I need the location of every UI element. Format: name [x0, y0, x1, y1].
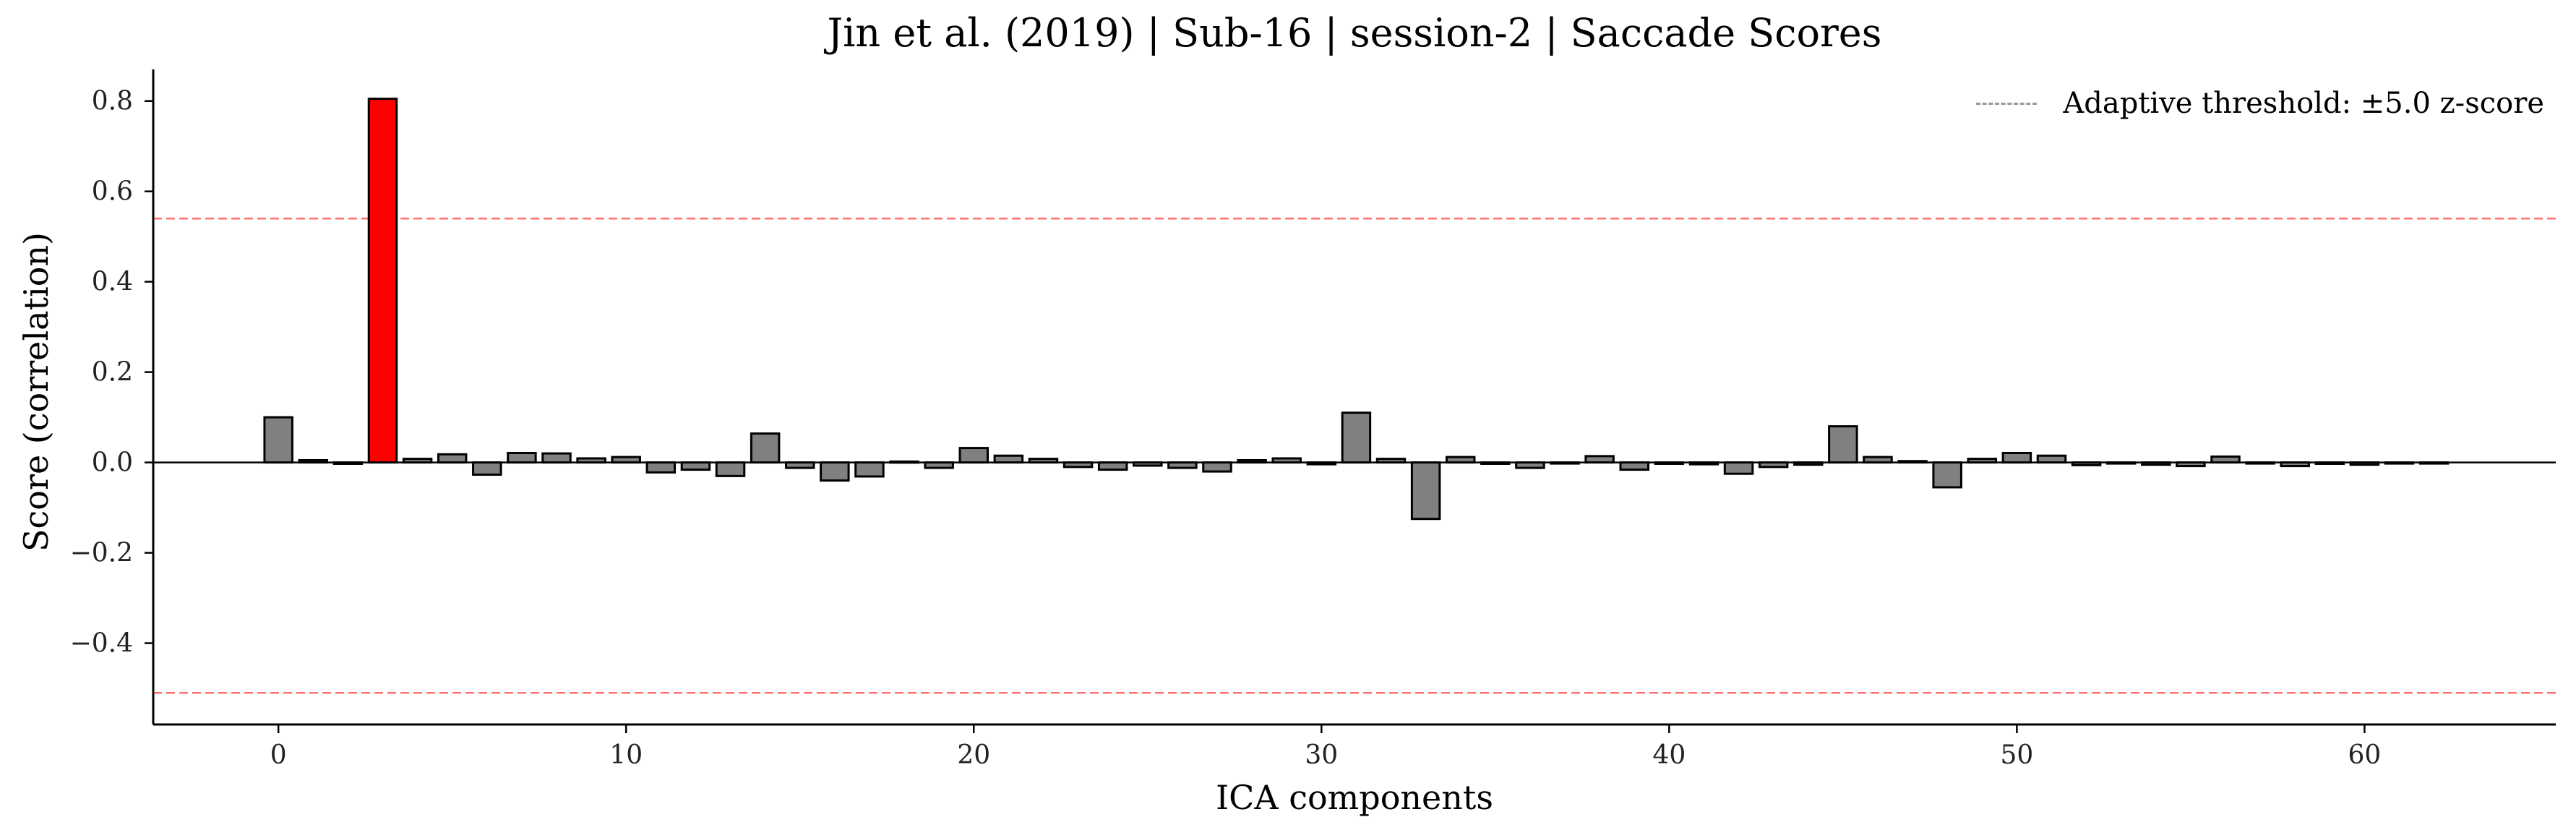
- bar-component-8: [541, 452, 572, 464]
- bar-component-39: [1619, 461, 1649, 471]
- x-tick-label-50: 50: [2000, 740, 2033, 770]
- bar-component-31: [1341, 411, 1372, 464]
- chart-title: Jin et al. (2019) | Sub-16 | session-2 |…: [827, 10, 1882, 56]
- bar-component-27: [1202, 461, 1232, 473]
- bar-component-38: [1584, 455, 1615, 464]
- bar-component-21: [993, 454, 1024, 464]
- bar-component-7: [507, 451, 537, 464]
- bar-component-33: [1410, 461, 1441, 521]
- bar-component-13: [715, 461, 746, 477]
- y-tick-label-4: 0.4: [92, 268, 133, 297]
- x-tick-label-20: 20: [957, 740, 990, 770]
- legend: Adaptive threshold: ±5.0 z-score: [1976, 87, 2544, 120]
- y-tick-label-3: 0.2: [92, 358, 133, 388]
- legend-threshold-swatch: [1976, 102, 2038, 105]
- y-tick-label-5: 0.6: [92, 177, 133, 207]
- bar-component-51: [2036, 454, 2067, 464]
- bar-component-6: [472, 461, 502, 476]
- y-tick-label-0: −0.4: [70, 629, 133, 659]
- axes: 0 10 20 30 40 50 60 −0.4 −0.2 0.0 0.2 0.4 0.6 0.8: [70, 69, 2556, 770]
- bar-component-48: [1932, 461, 1962, 489]
- x-tick-label-10: 10: [609, 740, 643, 770]
- bar-component-45: [1828, 425, 1858, 464]
- bars: [263, 98, 2450, 521]
- y-tick-label-1: −0.2: [70, 539, 133, 568]
- bar-component-3: [367, 98, 398, 464]
- x-tick-label-40: 40: [1652, 740, 1686, 770]
- bar-component-17: [854, 461, 885, 478]
- bar-component-14: [750, 432, 781, 464]
- x-axis-label: ICA components: [1216, 778, 1493, 817]
- bar-component-24: [1097, 461, 1128, 471]
- bar-component-20: [958, 447, 989, 464]
- bar-component-0: [263, 416, 293, 464]
- threshold-lines: [153, 217, 2556, 694]
- y-tick-label-2: 0.0: [92, 448, 133, 478]
- x-tick-label-30: 30: [1305, 740, 1338, 770]
- bar-component-12: [680, 461, 711, 471]
- bar-component-11: [645, 461, 677, 474]
- bar-component-16: [820, 461, 850, 482]
- bar-component-5: [437, 453, 468, 464]
- x-tick-label-0: 0: [270, 740, 287, 770]
- bar-component-50: [2001, 451, 2032, 464]
- legend-label: Adaptive threshold: ±5.0 z-score: [2063, 87, 2544, 120]
- bar-component-42: [1723, 461, 1754, 475]
- x-tick-label-60: 60: [2348, 740, 2382, 770]
- y-tick-label-6: 0.8: [92, 87, 133, 116]
- y-axis-label: Score (correlation): [17, 231, 56, 552]
